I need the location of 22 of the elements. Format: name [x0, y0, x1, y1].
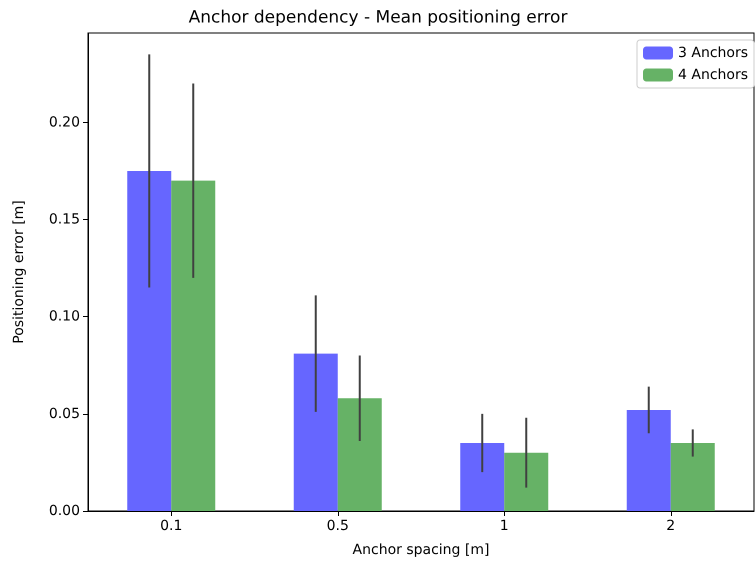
y-tick-label: 0.00 [48, 503, 80, 519]
x-tick-label: 1 [500, 518, 509, 534]
x-tick-label: 2 [666, 518, 676, 534]
y-tick-label: 0.05 [48, 406, 80, 422]
y-tick-label: 0.15 [48, 212, 80, 228]
x-tick-label: 0.1 [160, 518, 182, 534]
legend-label: 4 Anchors [678, 67, 748, 83]
legend-label: 3 Anchors [678, 45, 748, 61]
bar [626, 410, 671, 511]
bar [670, 442, 715, 511]
bar [338, 398, 382, 511]
x-axis-title: Anchor spacing [m] [352, 542, 490, 558]
bar [127, 170, 172, 511]
bar [504, 452, 548, 511]
bar [460, 442, 504, 511]
y-axis-title: Positioning error [m] [11, 200, 27, 344]
y-tick-label: 0.20 [48, 114, 80, 130]
y-tick-label: 0.10 [48, 308, 80, 325]
bar [294, 354, 338, 511]
bar [171, 180, 216, 511]
x-tick-label: 0.5 [326, 518, 349, 534]
chart-title: Anchor dependency - Mean positioning error [188, 8, 568, 28]
